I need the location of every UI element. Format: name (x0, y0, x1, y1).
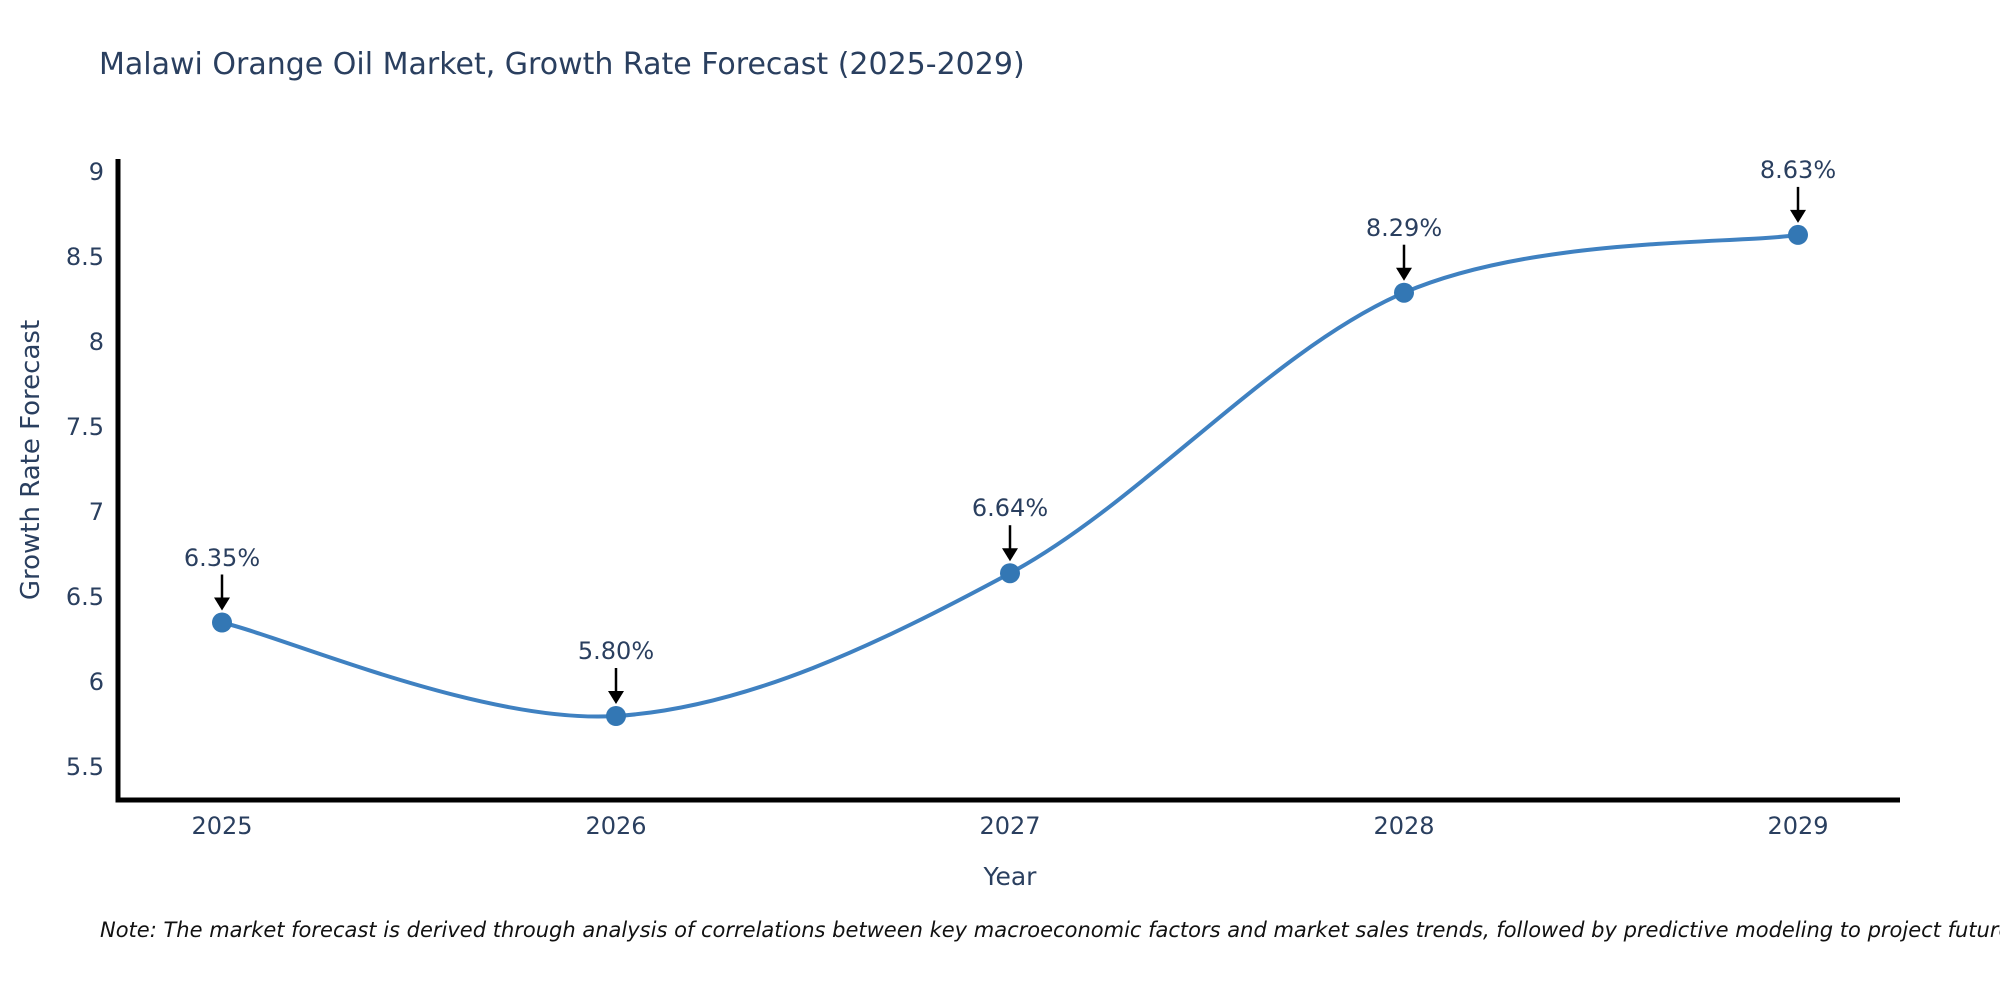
data-point-marker (1788, 224, 1808, 245)
y-tick-label: 6.5 (65, 583, 104, 611)
x-tick-label: 2028 (1373, 812, 1435, 840)
y-tick-label: 5.5 (65, 753, 104, 781)
point-value-label: 5.80% (577, 637, 655, 665)
x-axis-title: Year (983, 862, 1037, 891)
annotation-arrow-head (214, 597, 230, 611)
x-tick-label: 2029 (1767, 812, 1829, 840)
annotation-arrow-head (1790, 209, 1806, 223)
point-value-label: 8.63% (1759, 155, 1837, 184)
footnote: Note: The market forecast is derived thr… (100, 918, 2000, 942)
y-tick-label: 7.5 (65, 413, 104, 441)
axes-lines (115, 159, 1900, 803)
data-point-marker (212, 612, 232, 633)
y-tick-label: 9 (88, 158, 104, 186)
y-tick-label: 8 (88, 328, 104, 356)
y-tick-label: 8.5 (65, 243, 104, 271)
data-point-marker (1394, 282, 1414, 303)
x-tick-label: 2027 (979, 812, 1041, 840)
annotation-arrow-head (1396, 267, 1412, 281)
chart-title: Malawi Orange Oil Market, Growth Rate Fo… (99, 47, 1025, 82)
annotation-arrow-head (608, 691, 624, 704)
y-tick-label: 7 (88, 498, 104, 526)
point-value-label: 6.35% (183, 543, 261, 572)
point-value-label: 6.64% (971, 494, 1049, 523)
point-value-label: 8.29% (1365, 213, 1443, 242)
forecast-line (220, 232, 1800, 719)
data-point-marker (1000, 563, 1020, 584)
annotation-arrow-head (1002, 548, 1018, 562)
y-tick-label: 6 (88, 668, 104, 696)
x-tick-label: 2025 (191, 812, 253, 840)
x-tick-label: 2026 (585, 812, 647, 840)
data-point-marker (606, 706, 626, 726)
